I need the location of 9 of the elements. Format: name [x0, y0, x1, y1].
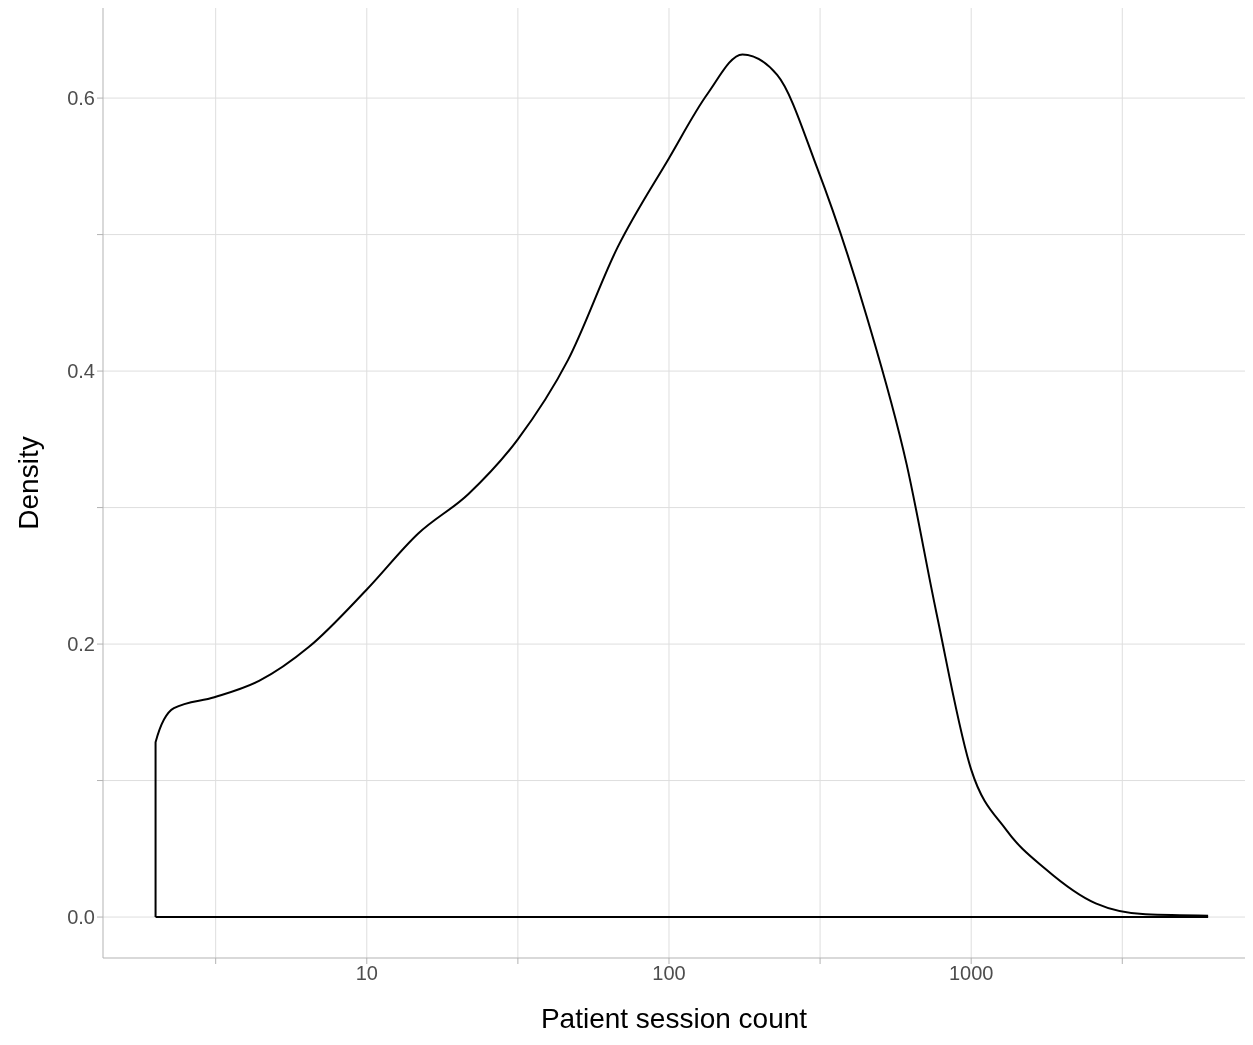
x-axis-title: Patient session count [540, 1003, 808, 1034]
x-tick-label: 10 [355, 962, 378, 985]
x-tick-label: 100 [652, 962, 686, 985]
y-axis-title: Density [12, 436, 44, 530]
y-tick-label: 0.2 [67, 633, 95, 656]
x-tick-label: 1000 [948, 962, 994, 985]
y-tick-label: 0.4 [67, 360, 95, 383]
y-tick-label: 0.0 [67, 906, 95, 929]
y-tick-label: 0.6 [67, 87, 95, 110]
